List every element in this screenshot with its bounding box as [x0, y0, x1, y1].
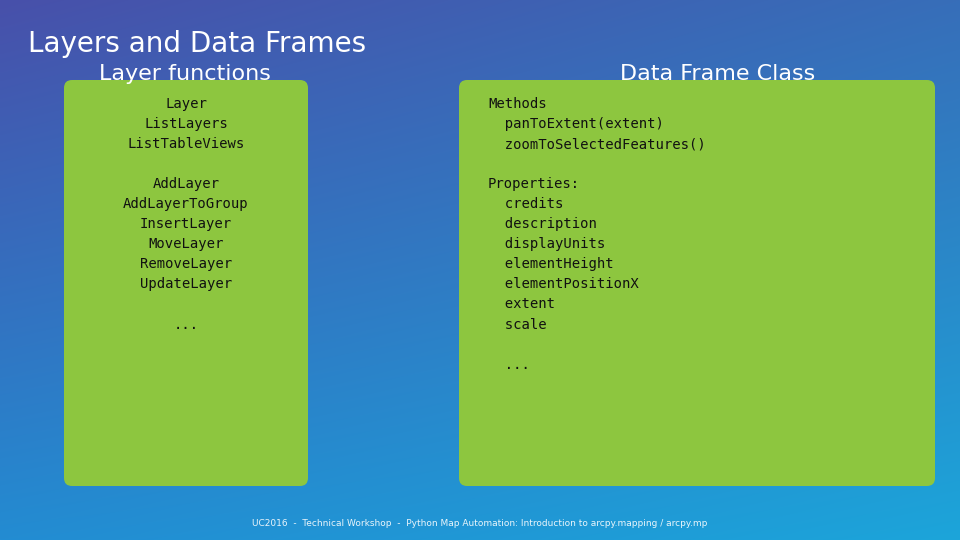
- FancyBboxPatch shape: [459, 80, 935, 486]
- Text: Methods
  panToExtent(extent)
  zoomToSelectedFeatures()

Properties:
  credits
: Methods panToExtent(extent) zoomToSelect…: [488, 97, 706, 372]
- Text: UC2016  -  Technical Workshop  -  Python Map Automation: Introduction to arcpy.m: UC2016 - Technical Workshop - Python Map…: [252, 519, 708, 528]
- Text: Data Frame Class: Data Frame Class: [620, 64, 815, 84]
- Text: Layer
ListLayers
ListTableViews

AddLayer
AddLayerToGroup
InsertLayer
MoveLayer
: Layer ListLayers ListTableViews AddLayer…: [123, 97, 249, 332]
- Text: Layer functions: Layer functions: [99, 64, 271, 84]
- Text: Layers and Data Frames: Layers and Data Frames: [28, 30, 366, 58]
- FancyBboxPatch shape: [64, 80, 308, 486]
